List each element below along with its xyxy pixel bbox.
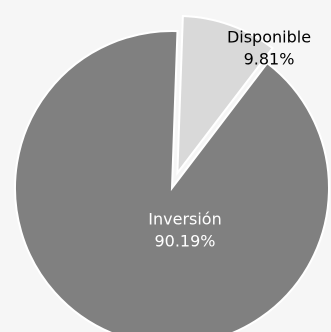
pie-slice-disponible (176, 14, 274, 177)
label-inversion: Inversión (148, 210, 221, 229)
value-label-disponible: 9.81% (244, 50, 295, 69)
label-disponible: Disponible (227, 28, 311, 47)
pie-slices (14, 14, 330, 332)
pie-slice-inversion (14, 30, 330, 332)
pie-labels: Disponible 9.81% Inversión 90.19% (148, 28, 311, 251)
value-label-inversion: 90.19% (154, 232, 215, 251)
